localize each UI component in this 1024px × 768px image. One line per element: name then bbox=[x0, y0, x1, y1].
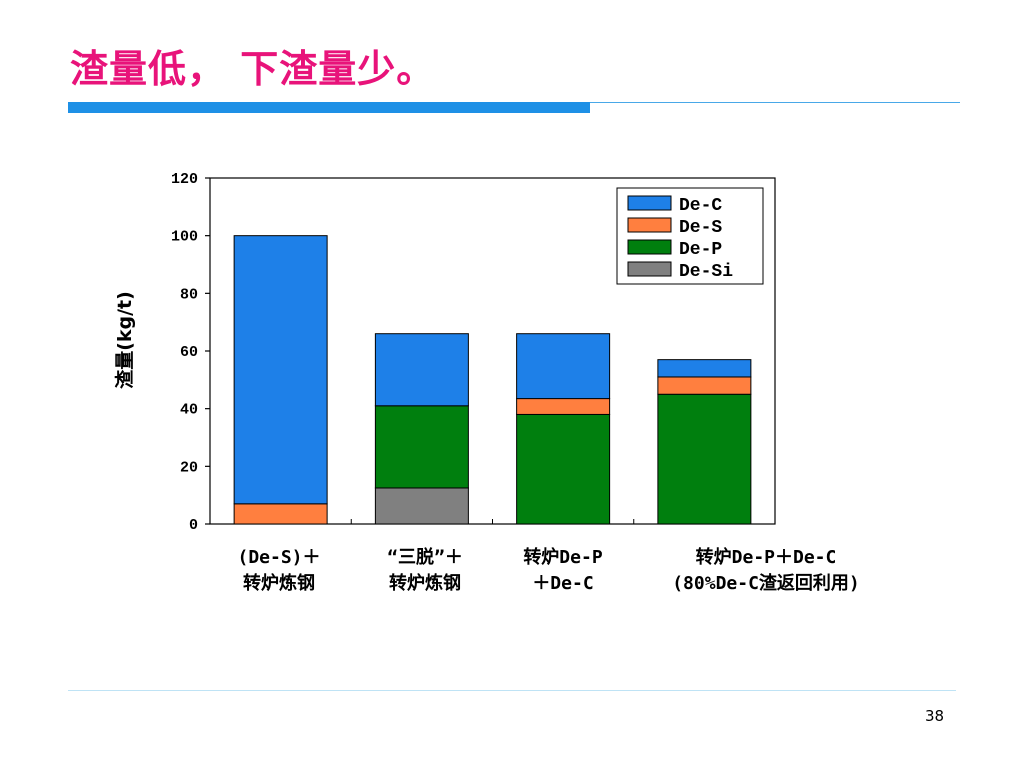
y-tick-label: 0 bbox=[189, 517, 198, 534]
title-underline-thick bbox=[68, 102, 590, 113]
bar-segment-de-p bbox=[657, 393, 752, 525]
bar-segment-de-p bbox=[516, 413, 611, 525]
bar-segment-de-c bbox=[374, 333, 469, 407]
bar-segment-de-c bbox=[233, 235, 328, 505]
category-label: “三脱”＋ bbox=[387, 546, 463, 568]
y-tick-label: 20 bbox=[180, 459, 198, 476]
legend-label: De-P bbox=[679, 240, 722, 260]
category-label: (80%De-C渣返回利用) bbox=[672, 572, 860, 594]
page-number: 38 bbox=[925, 707, 945, 725]
y-tick-label: 40 bbox=[180, 402, 198, 419]
category-label: 转炉炼钢 bbox=[243, 572, 315, 594]
bar-segment-de-c bbox=[516, 333, 611, 400]
category-label: ＋De-C bbox=[532, 573, 593, 594]
y-axis-label: 渣量(kg/t) bbox=[113, 291, 136, 389]
title-underline-thin bbox=[590, 102, 960, 103]
bar-segment-de-s bbox=[657, 376, 752, 395]
y-tick-label: 80 bbox=[180, 286, 198, 303]
bar-segment-de-p bbox=[374, 405, 469, 489]
slide-title: 渣量低， 下渣量少。 bbox=[70, 47, 436, 91]
bar-segment-de-c bbox=[657, 359, 752, 378]
y-tick-label: 100 bbox=[171, 229, 198, 246]
y-tick-label: 120 bbox=[171, 171, 198, 188]
category-label: 转炉De-P bbox=[523, 546, 603, 568]
category-label: (De-S)＋ bbox=[237, 547, 320, 568]
y-tick-label: 60 bbox=[180, 344, 198, 361]
bar-segment-de-s bbox=[233, 503, 328, 525]
legend-swatch bbox=[627, 239, 672, 255]
bar-segment-de-si bbox=[374, 487, 469, 525]
bar-segment-de-s bbox=[516, 398, 611, 415]
legend-swatch bbox=[627, 261, 672, 277]
category-label: 转炉炼钢 bbox=[389, 572, 461, 594]
legend-label: De-S bbox=[679, 218, 722, 238]
legend-swatch bbox=[627, 217, 672, 233]
footer-divider bbox=[68, 690, 956, 691]
legend-label: De-C bbox=[679, 196, 722, 216]
category-label: 转炉De-P＋De-C bbox=[696, 546, 837, 568]
legend-label: De-Si bbox=[679, 262, 733, 282]
legend-swatch bbox=[627, 195, 672, 211]
